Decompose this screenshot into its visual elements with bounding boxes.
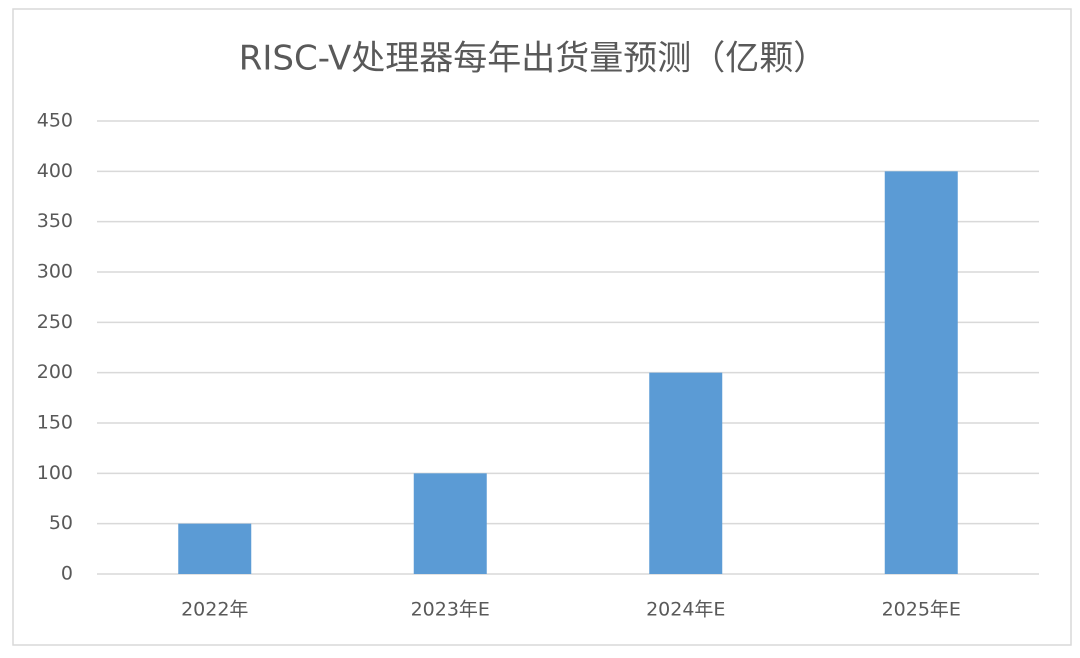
y-tick-label: 200: [37, 361, 73, 383]
y-tick-label: 400: [37, 160, 73, 182]
y-tick-label: 50: [49, 512, 73, 534]
y-tick-label: 100: [37, 462, 73, 484]
y-tick-label: 0: [61, 563, 73, 585]
y-tick-label: 150: [37, 412, 73, 434]
x-tick-label: 2024年E: [646, 599, 725, 621]
bar: [884, 171, 958, 575]
y-tick-label: 350: [37, 210, 73, 232]
x-tick-label: 2025年E: [882, 599, 961, 621]
x-tick-label: 2022年: [181, 599, 248, 621]
y-tick-label: 450: [37, 110, 73, 132]
x-tick-label: 2023年E: [411, 599, 490, 621]
bar: [178, 523, 252, 574]
y-tick-label: 300: [37, 261, 73, 283]
bar: [413, 473, 487, 574]
bar: [649, 372, 723, 574]
y-tick-label: 250: [37, 311, 73, 333]
chart-title: RISC-V处理器每年出货量预测（亿颗）: [239, 39, 828, 79]
